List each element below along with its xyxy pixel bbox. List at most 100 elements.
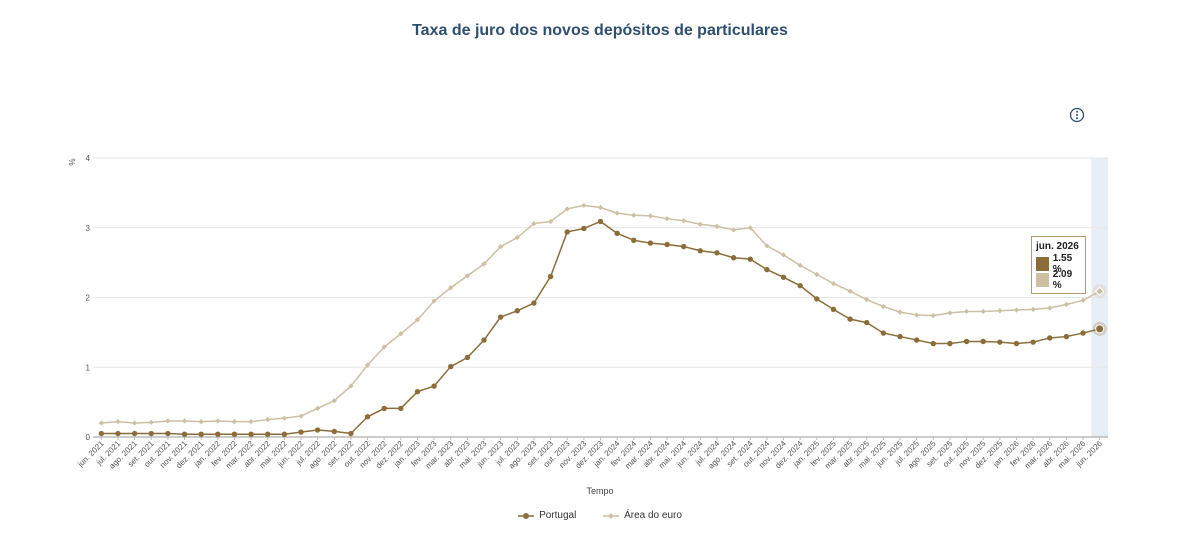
tooltip: jun. 2026 1.55 % 2.09 % bbox=[1031, 236, 1086, 294]
legend-label: Portugal bbox=[539, 510, 577, 521]
data-point bbox=[797, 282, 803, 289]
tooltip-row-portugal: 1.55 % bbox=[1036, 253, 1081, 275]
data-point bbox=[281, 431, 288, 437]
data-point bbox=[198, 419, 204, 425]
data-point bbox=[1080, 330, 1086, 336]
data-point bbox=[797, 262, 803, 269]
data-point bbox=[930, 313, 936, 319]
info-icon[interactable] bbox=[1069, 107, 1085, 123]
data-point bbox=[631, 237, 637, 244]
data-point bbox=[631, 212, 637, 218]
data-point bbox=[1063, 301, 1070, 308]
gridlines bbox=[93, 157, 1108, 368]
data-point bbox=[348, 383, 354, 389]
data-point bbox=[265, 416, 271, 423]
data-point bbox=[864, 296, 870, 303]
tooltip-title: jun. 2026 bbox=[1036, 241, 1079, 252]
data-point bbox=[963, 338, 970, 345]
tooltip-swatch bbox=[1036, 273, 1049, 287]
data-point bbox=[98, 420, 104, 426]
data-point bbox=[730, 255, 737, 261]
data-point bbox=[564, 229, 570, 235]
data-point bbox=[1080, 297, 1086, 303]
data-point bbox=[581, 225, 587, 232]
data-point bbox=[780, 274, 787, 280]
data-point bbox=[963, 308, 970, 315]
legend-item-euro[interactable]: Área do euro bbox=[603, 510, 682, 521]
data-point bbox=[248, 419, 254, 425]
data-point bbox=[181, 418, 188, 424]
data-point bbox=[298, 413, 304, 419]
data-point bbox=[664, 241, 670, 248]
data-point bbox=[1063, 333, 1070, 340]
legend-dot bbox=[523, 512, 530, 519]
data-point bbox=[547, 218, 554, 225]
data-point bbox=[464, 354, 471, 361]
tooltip-value: 2.09 % bbox=[1052, 269, 1073, 291]
data-point bbox=[98, 430, 105, 437]
data-point bbox=[165, 430, 171, 437]
data-point bbox=[747, 225, 753, 231]
data-point bbox=[497, 314, 504, 320]
tooltip-value: 1.55 % bbox=[1052, 253, 1073, 275]
data-point bbox=[115, 419, 121, 425]
data-point bbox=[248, 431, 254, 437]
data-point bbox=[1047, 335, 1053, 341]
data-point bbox=[897, 333, 903, 340]
data-point bbox=[298, 429, 304, 435]
data-point bbox=[897, 309, 903, 315]
x-axis-label: Tempo bbox=[586, 486, 613, 496]
data-point bbox=[681, 218, 687, 224]
data-point bbox=[731, 227, 737, 233]
data-point bbox=[697, 221, 703, 227]
data-point bbox=[481, 261, 487, 267]
data-point bbox=[315, 405, 321, 412]
y-tick-label: 0 bbox=[86, 433, 91, 442]
legend-item-portugal[interactable]: Portugal bbox=[518, 510, 576, 521]
data-point bbox=[764, 266, 770, 273]
data-point bbox=[215, 418, 221, 424]
data-point bbox=[531, 220, 537, 227]
data-point bbox=[1030, 306, 1036, 312]
data-point bbox=[913, 337, 920, 343]
data-point bbox=[231, 431, 238, 437]
data-point bbox=[1013, 340, 1020, 347]
data-point bbox=[165, 418, 171, 424]
data-point bbox=[381, 344, 387, 350]
data-point bbox=[864, 319, 870, 326]
legend-label: Área do euro bbox=[624, 510, 682, 521]
series-portugal bbox=[98, 218, 1107, 437]
data-point bbox=[498, 243, 504, 250]
data-point bbox=[414, 317, 421, 323]
series-line bbox=[101, 220, 1100, 435]
data-point bbox=[947, 340, 953, 347]
y-tick-label: 3 bbox=[86, 224, 91, 233]
data-point bbox=[398, 331, 404, 337]
data-point bbox=[880, 330, 887, 336]
data-point bbox=[814, 296, 820, 302]
data-point bbox=[331, 398, 337, 404]
y-axis-ticks: 0 1 2 3 4 bbox=[86, 154, 91, 442]
data-point bbox=[1047, 305, 1053, 311]
data-point bbox=[1013, 307, 1020, 313]
data-point bbox=[381, 405, 387, 412]
data-point bbox=[364, 362, 371, 368]
data-point bbox=[697, 248, 704, 254]
data-point bbox=[947, 310, 953, 316]
data-point bbox=[215, 431, 221, 437]
chart-title: Taxa de juro dos novos depósitos de part… bbox=[412, 22, 788, 39]
data-point bbox=[181, 431, 188, 437]
tooltip-row-euro: 2.09 % bbox=[1036, 269, 1081, 291]
data-point bbox=[265, 431, 271, 437]
legend-dot bbox=[608, 512, 615, 519]
data-point bbox=[131, 430, 138, 437]
data-point bbox=[331, 428, 337, 435]
data-point bbox=[198, 431, 204, 437]
data-point bbox=[314, 427, 321, 433]
data-point bbox=[364, 414, 371, 420]
data-point bbox=[231, 419, 238, 425]
data-point bbox=[997, 308, 1003, 314]
data-point bbox=[448, 363, 454, 370]
